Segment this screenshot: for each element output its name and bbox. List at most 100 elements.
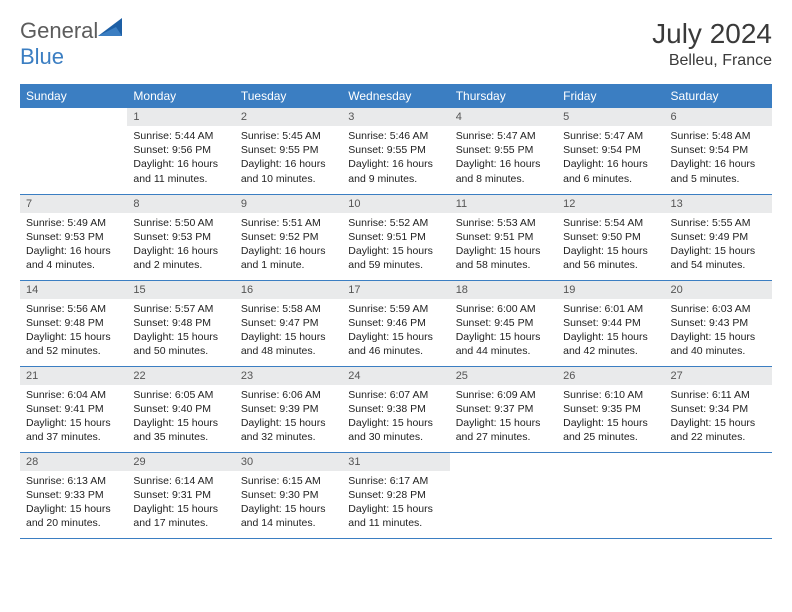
month-title: July 2024 bbox=[652, 18, 772, 50]
day-number: 10 bbox=[342, 195, 449, 213]
day-details: Sunrise: 6:00 AMSunset: 9:45 PMDaylight:… bbox=[450, 299, 557, 363]
day-number: 25 bbox=[450, 367, 557, 385]
calendar-day: 20Sunrise: 6:03 AMSunset: 9:43 PMDayligh… bbox=[665, 280, 772, 366]
weekday-header: Friday bbox=[557, 84, 664, 108]
calendar-day: 26Sunrise: 6:10 AMSunset: 9:35 PMDayligh… bbox=[557, 366, 664, 452]
day-number: 2 bbox=[235, 108, 342, 126]
day-number: 18 bbox=[450, 281, 557, 299]
calendar-day-empty bbox=[557, 452, 664, 538]
day-details: Sunrise: 5:46 AMSunset: 9:55 PMDaylight:… bbox=[342, 126, 449, 190]
day-number: 8 bbox=[127, 195, 234, 213]
day-details: Sunrise: 6:05 AMSunset: 9:40 PMDaylight:… bbox=[127, 385, 234, 449]
day-number: 24 bbox=[342, 367, 449, 385]
day-details: Sunrise: 6:09 AMSunset: 9:37 PMDaylight:… bbox=[450, 385, 557, 449]
weekday-header: Saturday bbox=[665, 84, 772, 108]
calendar-day: 2Sunrise: 5:45 AMSunset: 9:55 PMDaylight… bbox=[235, 108, 342, 194]
day-details: Sunrise: 6:10 AMSunset: 9:35 PMDaylight:… bbox=[557, 385, 664, 449]
day-details: Sunrise: 5:47 AMSunset: 9:54 PMDaylight:… bbox=[557, 126, 664, 190]
logo-text-blue: Blue bbox=[20, 44, 64, 69]
day-details: Sunrise: 5:55 AMSunset: 9:49 PMDaylight:… bbox=[665, 213, 772, 277]
day-details: Sunrise: 6:11 AMSunset: 9:34 PMDaylight:… bbox=[665, 385, 772, 449]
calendar-day: 13Sunrise: 5:55 AMSunset: 9:49 PMDayligh… bbox=[665, 194, 772, 280]
calendar-day: 9Sunrise: 5:51 AMSunset: 9:52 PMDaylight… bbox=[235, 194, 342, 280]
weekday-header: Sunday bbox=[20, 84, 127, 108]
day-details: Sunrise: 6:13 AMSunset: 9:33 PMDaylight:… bbox=[20, 471, 127, 535]
day-details: Sunrise: 6:14 AMSunset: 9:31 PMDaylight:… bbox=[127, 471, 234, 535]
day-number: 7 bbox=[20, 195, 127, 213]
logo-text-gray: General bbox=[20, 18, 98, 43]
day-number: 11 bbox=[450, 195, 557, 213]
day-details: Sunrise: 6:04 AMSunset: 9:41 PMDaylight:… bbox=[20, 385, 127, 449]
day-details: Sunrise: 5:59 AMSunset: 9:46 PMDaylight:… bbox=[342, 299, 449, 363]
weekday-row: SundayMondayTuesdayWednesdayThursdayFrid… bbox=[20, 84, 772, 108]
calendar-day: 17Sunrise: 5:59 AMSunset: 9:46 PMDayligh… bbox=[342, 280, 449, 366]
calendar-day: 28Sunrise: 6:13 AMSunset: 9:33 PMDayligh… bbox=[20, 452, 127, 538]
calendar-day: 21Sunrise: 6:04 AMSunset: 9:41 PMDayligh… bbox=[20, 366, 127, 452]
calendar-day: 31Sunrise: 6:17 AMSunset: 9:28 PMDayligh… bbox=[342, 452, 449, 538]
weekday-header: Wednesday bbox=[342, 84, 449, 108]
calendar-week: 14Sunrise: 5:56 AMSunset: 9:48 PMDayligh… bbox=[20, 280, 772, 366]
logo-triangle-icon bbox=[98, 18, 122, 36]
calendar-day: 3Sunrise: 5:46 AMSunset: 9:55 PMDaylight… bbox=[342, 108, 449, 194]
day-number: 20 bbox=[665, 281, 772, 299]
header: GeneralBlue July 2024 Belleu, France bbox=[20, 18, 772, 70]
calendar-day: 8Sunrise: 5:50 AMSunset: 9:53 PMDaylight… bbox=[127, 194, 234, 280]
day-details: Sunrise: 5:48 AMSunset: 9:54 PMDaylight:… bbox=[665, 126, 772, 190]
day-number: 4 bbox=[450, 108, 557, 126]
calendar-day: 16Sunrise: 5:58 AMSunset: 9:47 PMDayligh… bbox=[235, 280, 342, 366]
calendar-day: 10Sunrise: 5:52 AMSunset: 9:51 PMDayligh… bbox=[342, 194, 449, 280]
calendar-day: 6Sunrise: 5:48 AMSunset: 9:54 PMDaylight… bbox=[665, 108, 772, 194]
calendar-day: 12Sunrise: 5:54 AMSunset: 9:50 PMDayligh… bbox=[557, 194, 664, 280]
day-number: 27 bbox=[665, 367, 772, 385]
calendar-day: 22Sunrise: 6:05 AMSunset: 9:40 PMDayligh… bbox=[127, 366, 234, 452]
calendar-day: 23Sunrise: 6:06 AMSunset: 9:39 PMDayligh… bbox=[235, 366, 342, 452]
calendar-day: 30Sunrise: 6:15 AMSunset: 9:30 PMDayligh… bbox=[235, 452, 342, 538]
day-details: Sunrise: 5:50 AMSunset: 9:53 PMDaylight:… bbox=[127, 213, 234, 277]
day-number: 21 bbox=[20, 367, 127, 385]
logo-text: GeneralBlue bbox=[20, 18, 122, 70]
weekday-header: Tuesday bbox=[235, 84, 342, 108]
day-number: 12 bbox=[557, 195, 664, 213]
day-details: Sunrise: 6:03 AMSunset: 9:43 PMDaylight:… bbox=[665, 299, 772, 363]
calendar-day: 15Sunrise: 5:57 AMSunset: 9:48 PMDayligh… bbox=[127, 280, 234, 366]
day-number: 6 bbox=[665, 108, 772, 126]
day-number: 30 bbox=[235, 453, 342, 471]
day-number: 17 bbox=[342, 281, 449, 299]
day-number: 31 bbox=[342, 453, 449, 471]
calendar-day: 25Sunrise: 6:09 AMSunset: 9:37 PMDayligh… bbox=[450, 366, 557, 452]
weekday-header: Monday bbox=[127, 84, 234, 108]
calendar-day: 18Sunrise: 6:00 AMSunset: 9:45 PMDayligh… bbox=[450, 280, 557, 366]
day-number: 9 bbox=[235, 195, 342, 213]
day-number: 29 bbox=[127, 453, 234, 471]
calendar-day-empty bbox=[665, 452, 772, 538]
day-number: 3 bbox=[342, 108, 449, 126]
calendar-table: SundayMondayTuesdayWednesdayThursdayFrid… bbox=[20, 84, 772, 539]
day-number bbox=[665, 453, 772, 471]
day-number: 28 bbox=[20, 453, 127, 471]
logo: GeneralBlue bbox=[20, 18, 122, 70]
calendar-day: 29Sunrise: 6:14 AMSunset: 9:31 PMDayligh… bbox=[127, 452, 234, 538]
calendar-head: SundayMondayTuesdayWednesdayThursdayFrid… bbox=[20, 84, 772, 108]
calendar-week: 21Sunrise: 6:04 AMSunset: 9:41 PMDayligh… bbox=[20, 366, 772, 452]
day-details: Sunrise: 5:58 AMSunset: 9:47 PMDaylight:… bbox=[235, 299, 342, 363]
location: Belleu, France bbox=[652, 52, 772, 70]
day-details: Sunrise: 6:06 AMSunset: 9:39 PMDaylight:… bbox=[235, 385, 342, 449]
day-details: Sunrise: 6:07 AMSunset: 9:38 PMDaylight:… bbox=[342, 385, 449, 449]
day-number bbox=[450, 453, 557, 471]
calendar-page: GeneralBlue July 2024 Belleu, France Sun… bbox=[0, 0, 792, 539]
day-details: Sunrise: 5:51 AMSunset: 9:52 PMDaylight:… bbox=[235, 213, 342, 277]
title-block: July 2024 Belleu, France bbox=[652, 18, 772, 70]
day-number: 23 bbox=[235, 367, 342, 385]
calendar-day-empty bbox=[450, 452, 557, 538]
calendar-body: 1Sunrise: 5:44 AMSunset: 9:56 PMDaylight… bbox=[20, 108, 772, 538]
day-details: Sunrise: 5:47 AMSunset: 9:55 PMDaylight:… bbox=[450, 126, 557, 190]
calendar-day: 1Sunrise: 5:44 AMSunset: 9:56 PMDaylight… bbox=[127, 108, 234, 194]
calendar-day: 19Sunrise: 6:01 AMSunset: 9:44 PMDayligh… bbox=[557, 280, 664, 366]
day-number: 5 bbox=[557, 108, 664, 126]
day-details: Sunrise: 5:54 AMSunset: 9:50 PMDaylight:… bbox=[557, 213, 664, 277]
day-details: Sunrise: 5:49 AMSunset: 9:53 PMDaylight:… bbox=[20, 213, 127, 277]
calendar-day: 24Sunrise: 6:07 AMSunset: 9:38 PMDayligh… bbox=[342, 366, 449, 452]
day-number: 26 bbox=[557, 367, 664, 385]
day-number bbox=[557, 453, 664, 471]
day-number: 19 bbox=[557, 281, 664, 299]
